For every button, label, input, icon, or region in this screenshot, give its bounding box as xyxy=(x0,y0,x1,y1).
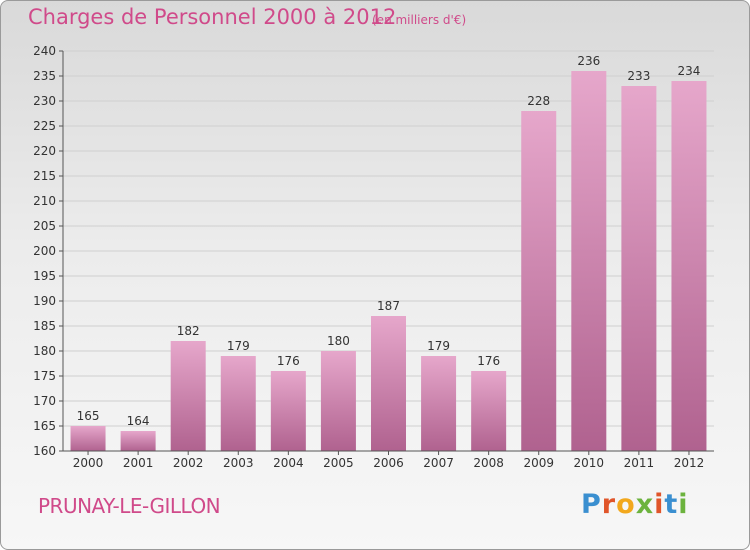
y-tick-label: 180 xyxy=(33,344,56,358)
value-label: 236 xyxy=(577,54,600,68)
logo-letter: i xyxy=(678,489,689,520)
value-label: 228 xyxy=(527,94,550,108)
bar xyxy=(220,356,256,451)
value-label: 180 xyxy=(327,334,350,348)
y-tick-label: 205 xyxy=(33,219,56,233)
value-label: 176 xyxy=(277,354,300,368)
y-tick-label: 200 xyxy=(33,244,56,258)
x-tick-label: 2009 xyxy=(523,456,554,470)
y-tick-label: 190 xyxy=(33,294,56,308)
y-tick-label: 170 xyxy=(33,394,56,408)
x-tick-label: 2012 xyxy=(674,456,705,470)
bar xyxy=(70,426,106,451)
value-label: 179 xyxy=(427,339,450,353)
bar xyxy=(671,81,707,451)
x-tick-label: 2000 xyxy=(73,456,104,470)
bar xyxy=(320,351,356,451)
y-tick-label: 165 xyxy=(33,419,56,433)
value-label: 182 xyxy=(177,324,200,338)
bar xyxy=(120,431,156,451)
x-tick-label: 2005 xyxy=(323,456,354,470)
chart-subtitle: (en milliers d'€) xyxy=(372,13,467,27)
logo-letter: i xyxy=(654,489,665,520)
x-tick-label: 2010 xyxy=(574,456,605,470)
logo-letter: t xyxy=(664,489,679,520)
bar xyxy=(170,341,206,451)
bar xyxy=(521,111,557,451)
x-tick-label: 2002 xyxy=(173,456,204,470)
logo-letter: o xyxy=(616,489,636,520)
y-tick-label: 235 xyxy=(33,69,56,83)
y-tick-label: 160 xyxy=(33,444,56,458)
value-label: 187 xyxy=(377,299,400,313)
x-tick-label: 2004 xyxy=(273,456,304,470)
bar xyxy=(471,371,507,451)
value-label: 164 xyxy=(127,414,150,428)
bars xyxy=(70,71,707,451)
y-tick-label: 225 xyxy=(33,119,56,133)
y-tick-label: 240 xyxy=(33,44,56,58)
value-label: 165 xyxy=(77,409,100,423)
bar xyxy=(621,86,657,451)
y-tick-label: 195 xyxy=(33,269,56,283)
chart-title: Charges de Personnel 2000 à 2012 xyxy=(28,5,397,29)
place-name: PRUNAY-LE-GILLON xyxy=(38,494,221,518)
y-tick-label: 215 xyxy=(33,169,56,183)
x-tick-label: 2008 xyxy=(473,456,504,470)
y-tick-label: 175 xyxy=(33,369,56,383)
bar xyxy=(270,371,306,451)
proxiti-logo: Proxiti xyxy=(581,489,689,520)
value-label: 176 xyxy=(477,354,500,368)
value-label: 234 xyxy=(678,64,701,78)
bar xyxy=(571,71,607,451)
x-tick-label: 2001 xyxy=(123,456,154,470)
x-tick-label: 2007 xyxy=(423,456,454,470)
value-label: 179 xyxy=(227,339,250,353)
value-labels: 165 164 182 179 176 180 187 179 176 228 236 233 234 xyxy=(77,54,701,428)
axes: 160 165 170 175 180 185 190 195 200 205 210 215 220 2… xyxy=(33,44,714,470)
x-tick-label: 2011 xyxy=(624,456,655,470)
bar xyxy=(371,316,406,451)
y-tick-label: 185 xyxy=(33,319,56,333)
logo-letter: x xyxy=(635,489,655,520)
y-tick-label: 230 xyxy=(33,94,56,108)
y-tick-label: 210 xyxy=(33,194,56,208)
bar xyxy=(421,356,457,451)
x-tick-label: 2006 xyxy=(373,456,404,470)
y-tick-label: 220 xyxy=(33,144,56,158)
x-tick-label: 2003 xyxy=(223,456,254,470)
value-label: 233 xyxy=(627,69,650,83)
logo-letter: r xyxy=(601,489,617,520)
logo-letter: P xyxy=(581,489,602,520)
